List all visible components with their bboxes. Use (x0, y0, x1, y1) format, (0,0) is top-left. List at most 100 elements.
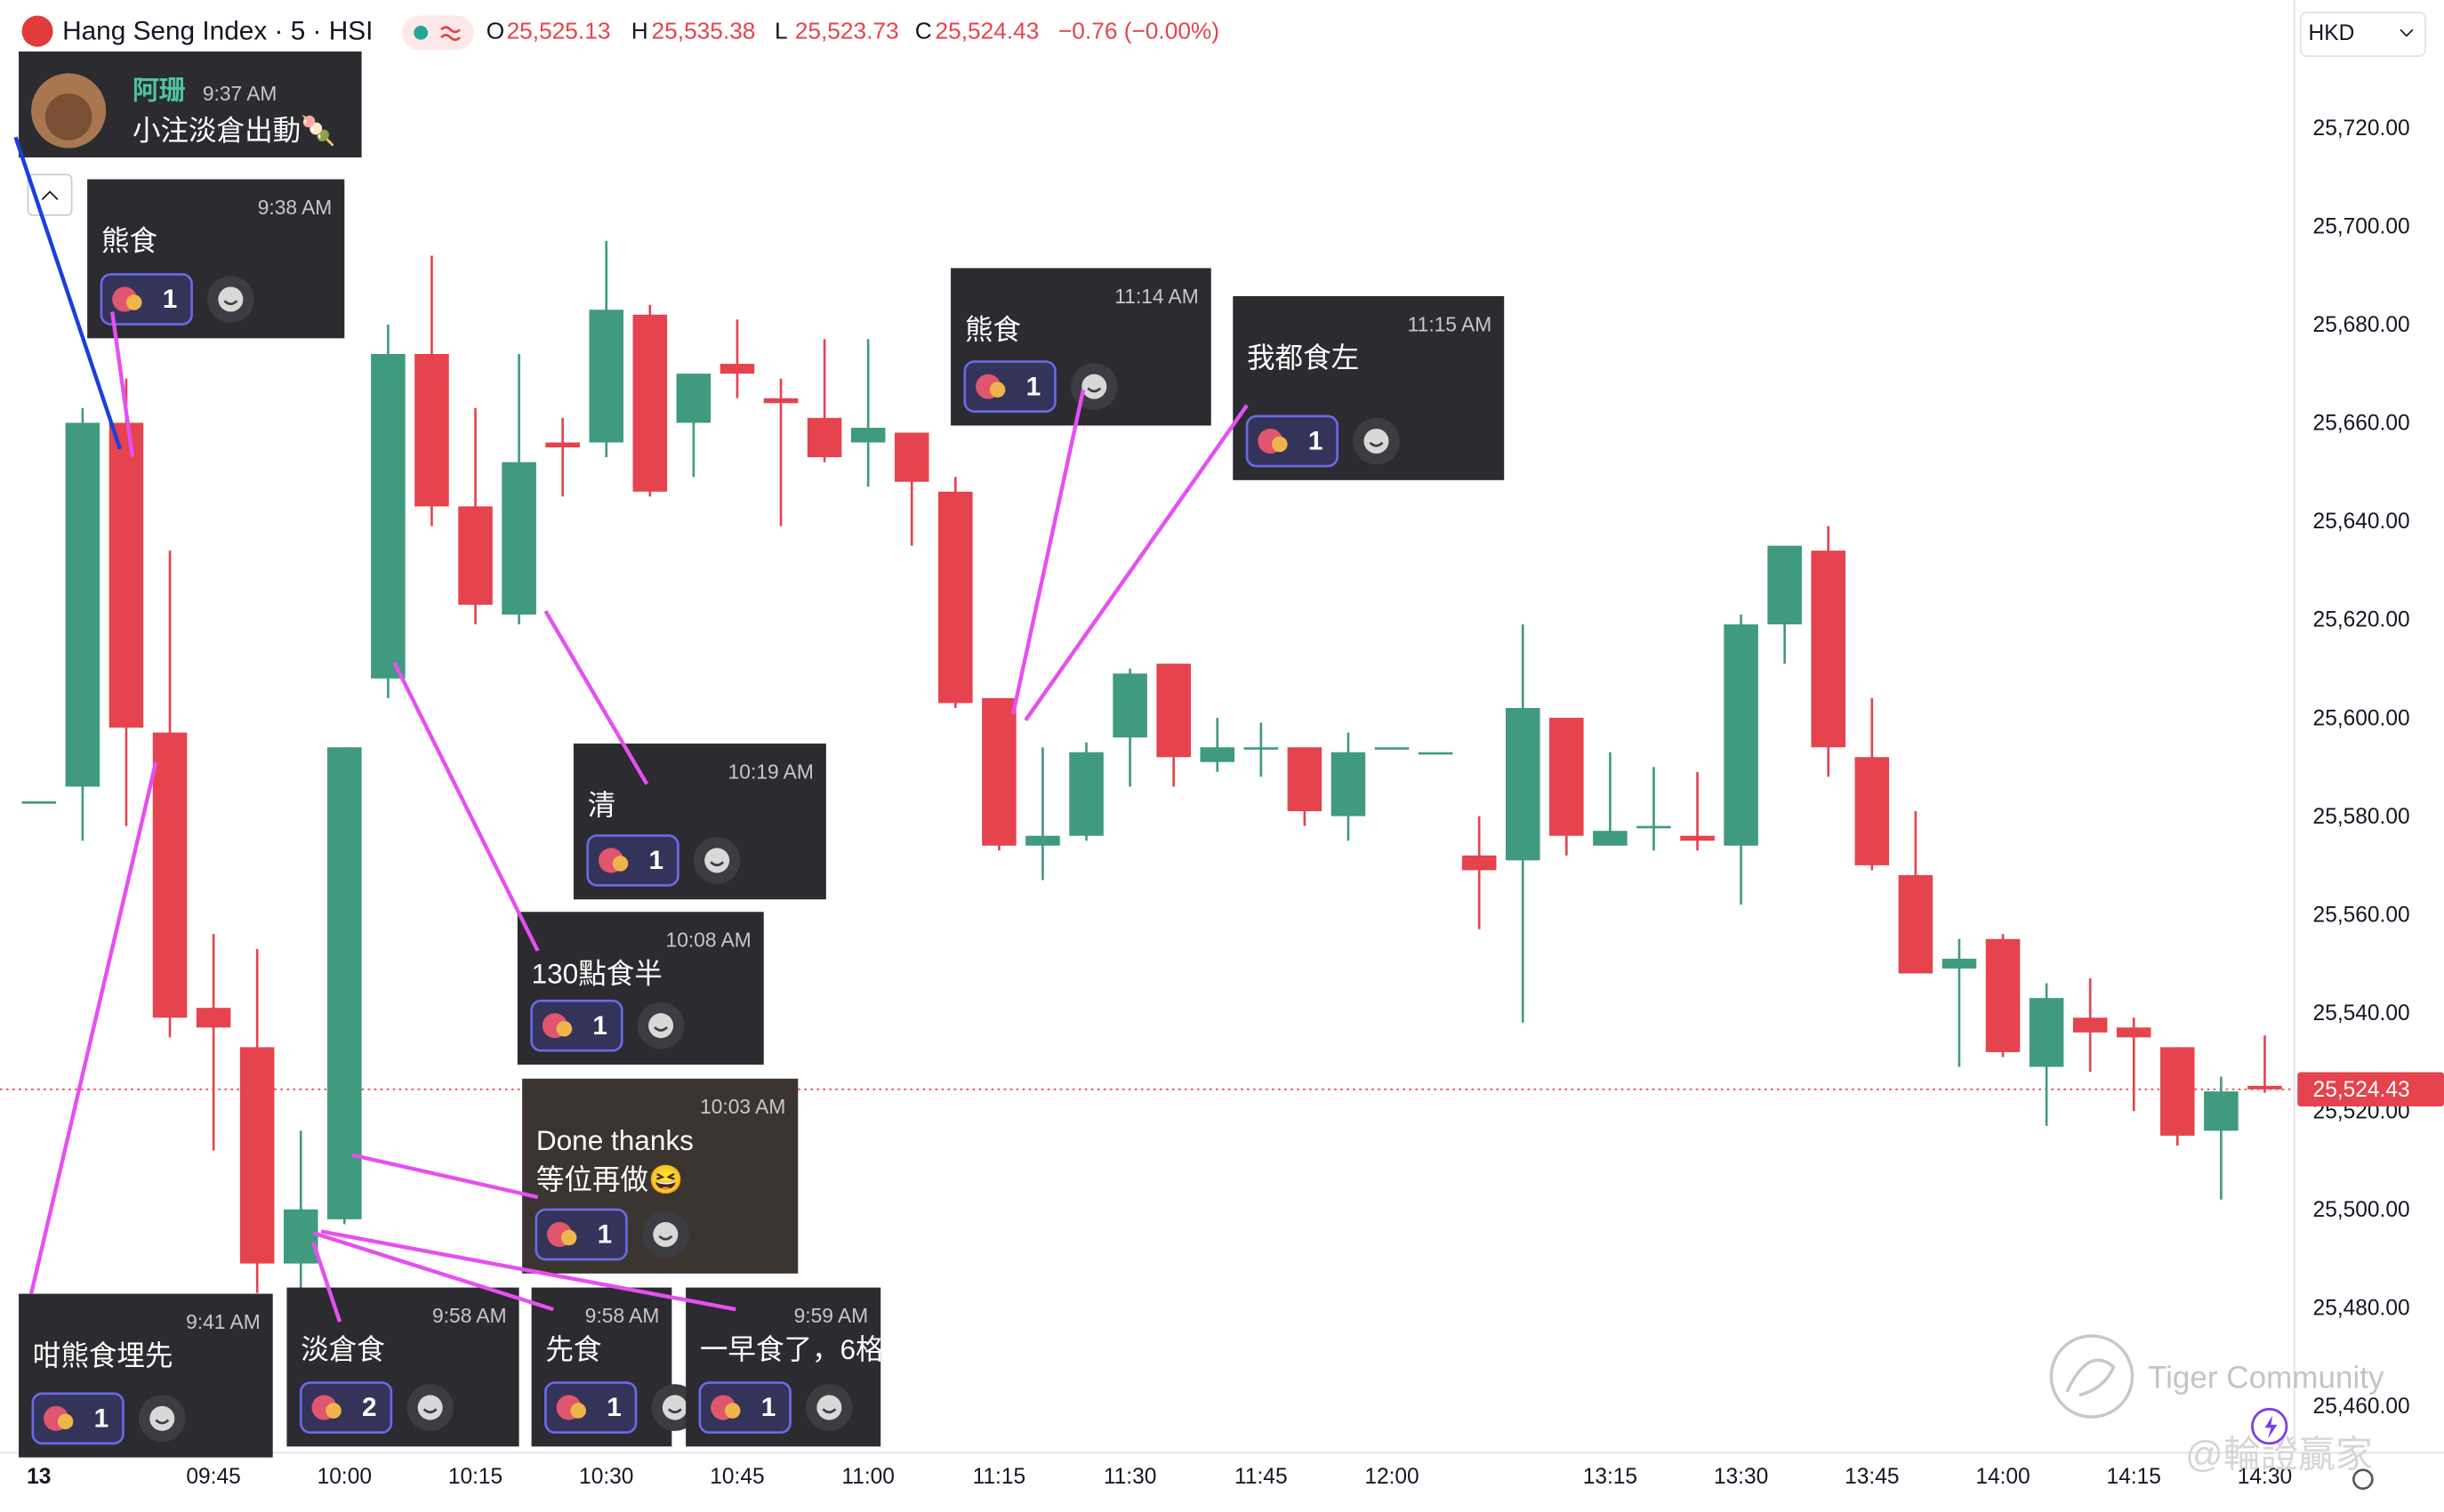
y-tick-label: 25,460.00 (2313, 1395, 2410, 1419)
candle-body (2204, 1091, 2239, 1131)
status-dot (414, 25, 429, 40)
ohlc-value: 25,524.43 (936, 18, 1040, 44)
candle-body (2116, 1027, 2151, 1038)
reaction-pill[interactable] (535, 1208, 628, 1261)
message-text: 清 (588, 789, 616, 821)
message-text: Done thanks (536, 1124, 694, 1156)
reaction-pill[interactable] (963, 360, 1057, 414)
ohlc-key: C (915, 18, 932, 44)
symbol: Hang Seng Index · 5 · HSI (62, 17, 373, 46)
x-tick-label: 11:45 (1234, 1465, 1288, 1489)
reaction-count: 2 (362, 1393, 377, 1422)
sender-name: 阿珊 (133, 76, 186, 105)
reaction-count: 1 (592, 1011, 607, 1041)
reaction-pill[interactable] (31, 1392, 125, 1445)
x-tick-label: 12:00 (1364, 1465, 1419, 1489)
candle-body (414, 354, 449, 507)
watermark-logo (2065, 1358, 2116, 1397)
smiley-icon (667, 1408, 682, 1414)
x-tick-label: 11:30 (1104, 1465, 1157, 1489)
smiley-icon (1087, 387, 1102, 393)
message-text: 一早食了，6格 (700, 1333, 884, 1365)
smiley-icon (218, 286, 244, 312)
smiley-icon (1369, 441, 1384, 447)
y-tick-label: 25,500.00 (2313, 1198, 2410, 1222)
ohlc-key: L (775, 18, 788, 44)
y-tick-label: 25,640.00 (2313, 510, 2410, 534)
last-price-label: 25,524.43 (2313, 1078, 2410, 1102)
x-tick-label: 13:15 (1583, 1465, 1637, 1489)
smiley-icon (654, 1025, 669, 1032)
candle-body (458, 506, 493, 605)
arrow (543, 609, 649, 785)
message-time: 9:58 AM (432, 1304, 507, 1327)
reaction-pill[interactable] (586, 834, 679, 887)
settings-icon[interactable] (2352, 1468, 2374, 1491)
last-price-tag (2297, 1072, 2444, 1107)
x-tick-label: 14:30 (2238, 1465, 2292, 1489)
candle-body (1461, 855, 1497, 871)
collapse-icon (41, 190, 59, 200)
x-tick-label: 11:15 (973, 1465, 1026, 1489)
status-pill[interactable] (402, 15, 474, 51)
message-time: 10:03 AM (700, 1095, 785, 1118)
reaction-pill[interactable] (544, 1381, 638, 1434)
candle-body (371, 354, 406, 679)
message-time: 9:58 AM (585, 1304, 660, 1327)
reaction-count: 1 (649, 846, 664, 875)
candle-body (2160, 1047, 2195, 1136)
smiley-icon (1081, 374, 1107, 399)
reaction-pill[interactable] (530, 999, 623, 1052)
smiley-icon (822, 1408, 837, 1414)
candle-body (2029, 998, 2064, 1067)
reaction-pill[interactable] (299, 1381, 393, 1434)
message-text: 熊食 (101, 225, 157, 257)
message-text: 等位再做😆 (536, 1163, 683, 1195)
reaction-pill[interactable] (1245, 414, 1339, 468)
candle-body (850, 427, 886, 443)
y-tick-label: 25,580.00 (2313, 805, 2410, 829)
change: −0.76 (−0.00%) (1058, 18, 1219, 44)
smiley-icon (710, 861, 725, 866)
reaction-count: 1 (1026, 372, 1041, 401)
smiley-icon (223, 300, 238, 306)
message-time: 10:19 AM (728, 760, 814, 783)
watermark-brand: Tiger Community (2148, 1360, 2384, 1395)
candle-body (1985, 938, 2021, 1052)
message-time: 9:37 AM (203, 82, 277, 105)
message-time: 11:14 AM (1114, 285, 1199, 308)
candle-body (1331, 752, 1366, 816)
arrow (1024, 404, 1249, 721)
x-tick-label: 11:00 (841, 1465, 895, 1489)
candle-body (1854, 757, 1890, 865)
candle-body (1200, 747, 1235, 762)
y-tick-label: 25,720.00 (2313, 117, 2410, 141)
reaction-pill[interactable] (698, 1381, 792, 1434)
candle-body (589, 310, 624, 443)
candle-body (283, 1209, 318, 1264)
candle-body (65, 422, 100, 787)
arrow (311, 1242, 342, 1323)
smiley-icon (417, 1395, 443, 1420)
arrow (320, 1229, 736, 1312)
candle-body (1418, 752, 1453, 755)
x-tick-label: 13:30 (1714, 1465, 1768, 1489)
reaction-count: 1 (598, 1220, 613, 1250)
currency-dropdown[interactable] (2299, 12, 2426, 57)
x-tick-label: 14:15 (2107, 1465, 2161, 1489)
arrow (312, 1231, 554, 1312)
reaction-icon (560, 1229, 577, 1246)
reaction-pill[interactable] (100, 273, 193, 326)
x-tick-label: 13 (27, 1465, 51, 1489)
candle-body (632, 314, 668, 492)
candle-body (239, 1047, 275, 1264)
message-time: 9:59 AM (794, 1304, 869, 1327)
candle-body (676, 374, 711, 423)
candle-body (1069, 752, 1104, 836)
smiley-icon (648, 1013, 674, 1039)
candle-body (109, 422, 144, 728)
reaction-icon (612, 856, 629, 872)
candle-body (1156, 664, 1191, 758)
reaction-icon (724, 1403, 741, 1419)
